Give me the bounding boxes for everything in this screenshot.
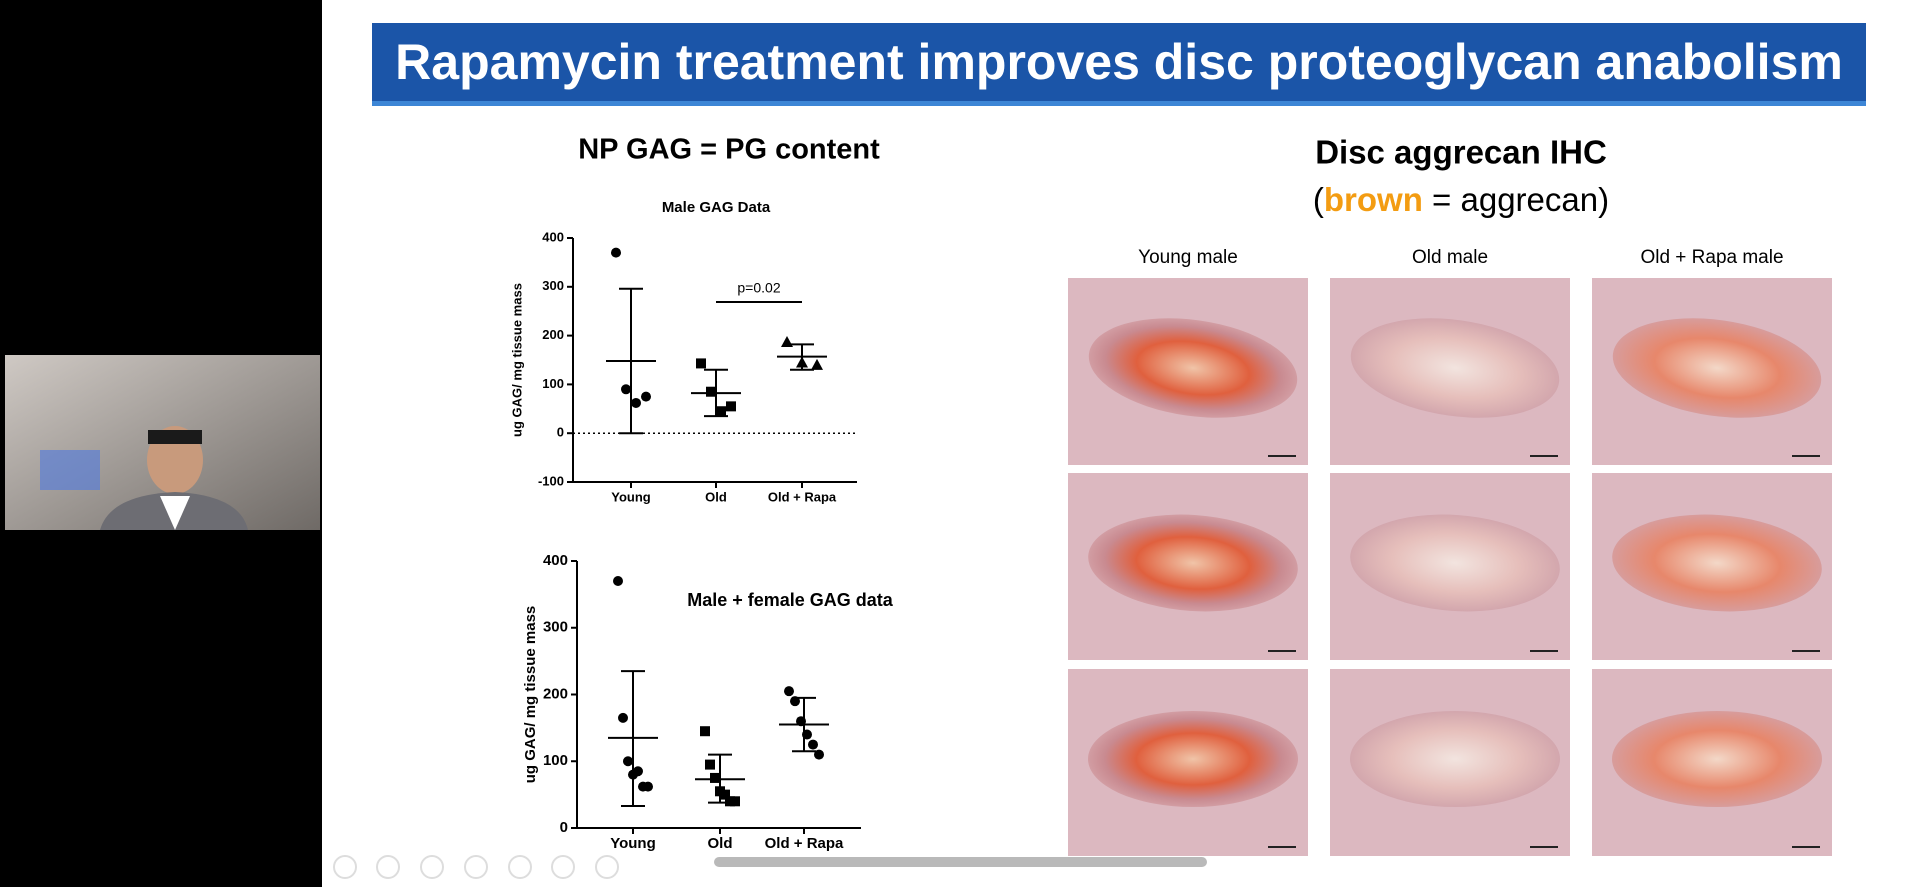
y-tick-label: 400 bbox=[542, 229, 564, 244]
data-point bbox=[726, 401, 736, 412]
data-point bbox=[631, 397, 641, 408]
toolbar-button[interactable] bbox=[420, 855, 444, 879]
x-tick-label: Old bbox=[705, 489, 727, 504]
data-point bbox=[814, 749, 824, 760]
data-point bbox=[802, 729, 812, 740]
y-tick-label: 400 bbox=[543, 552, 568, 569]
toolbar-button[interactable] bbox=[551, 855, 575, 879]
data-point bbox=[716, 406, 726, 417]
scrollbar[interactable] bbox=[714, 857, 1207, 867]
data-point bbox=[710, 772, 720, 783]
title-bar-edge bbox=[372, 101, 1866, 106]
legend-open: ( bbox=[1313, 181, 1324, 218]
y-tick-label: 200 bbox=[543, 685, 568, 702]
data-point bbox=[811, 358, 823, 370]
data-point bbox=[796, 716, 806, 727]
x-tick-label: Old + Rapa bbox=[765, 835, 844, 852]
data-point bbox=[633, 766, 643, 777]
data-point bbox=[706, 386, 716, 397]
legend-rest: = aggrecan) bbox=[1423, 181, 1609, 218]
data-point bbox=[700, 726, 710, 737]
y-tick-label: 0 bbox=[560, 819, 568, 836]
ihc-disc bbox=[1088, 318, 1298, 418]
slide-title: Rapamycin treatment improves disc proteo… bbox=[395, 34, 1843, 90]
data-point bbox=[781, 335, 793, 347]
legend-text: (brown = aggrecan) bbox=[1313, 181, 1609, 218]
ihc-disc bbox=[1088, 514, 1298, 612]
data-point bbox=[796, 356, 808, 368]
annotation: p=0.02 bbox=[737, 280, 780, 296]
y-tick-label: 300 bbox=[543, 619, 568, 636]
data-point bbox=[720, 789, 730, 800]
data-point bbox=[641, 391, 651, 402]
ihc-grid bbox=[1068, 278, 1832, 856]
y-tick-label: 300 bbox=[542, 278, 564, 293]
toolbar bbox=[333, 855, 619, 879]
toolbar-button[interactable] bbox=[595, 855, 619, 879]
y-axis-label: ug GAG/ mg tissue mass bbox=[509, 283, 524, 437]
y-tick-label: -100 bbox=[538, 473, 564, 488]
x-tick-label: Young bbox=[610, 835, 656, 852]
x-tick-label: Old bbox=[708, 835, 733, 852]
column-label: Old male bbox=[1412, 247, 1488, 268]
data-point bbox=[696, 358, 706, 369]
chart-title: Male + female GAG data bbox=[687, 590, 894, 610]
x-tick-label: Old + Rapa bbox=[768, 489, 837, 504]
data-point bbox=[784, 686, 794, 697]
ihc-disc bbox=[1612, 318, 1822, 418]
toolbar-button[interactable] bbox=[508, 855, 532, 879]
ihc-disc bbox=[1350, 514, 1560, 612]
toolbar-button[interactable] bbox=[333, 855, 357, 879]
ihc-disc bbox=[1088, 711, 1298, 807]
y-tick-label: 0 bbox=[557, 425, 564, 440]
x-tick-label: Young bbox=[611, 489, 651, 504]
data-point bbox=[643, 781, 653, 792]
ihc-disc bbox=[1350, 711, 1560, 807]
data-point bbox=[705, 759, 715, 770]
data-point bbox=[790, 696, 800, 707]
chart-title: Male GAG Data bbox=[662, 199, 771, 216]
data-point bbox=[618, 712, 628, 723]
data-point bbox=[808, 739, 818, 750]
data-point bbox=[730, 796, 740, 807]
y-tick-label: 100 bbox=[542, 376, 564, 391]
ihc-disc bbox=[1612, 514, 1822, 612]
column-label: Young male bbox=[1138, 247, 1238, 268]
ihc-disc bbox=[1350, 318, 1560, 418]
toolbar-button[interactable] bbox=[464, 855, 488, 879]
column-label: Old + Rapa male bbox=[1640, 247, 1783, 268]
title-bar bbox=[372, 23, 1866, 106]
video-thumbnail bbox=[5, 355, 320, 530]
data-point bbox=[621, 384, 631, 395]
y-axis-label: ug GAG/ mg tissue mass bbox=[522, 606, 539, 784]
toolbar-button[interactable] bbox=[376, 855, 400, 879]
right-heading: Disc aggrecan IHC bbox=[1315, 134, 1607, 171]
data-point bbox=[611, 247, 621, 258]
y-tick-label: 100 bbox=[543, 752, 568, 769]
left-heading: NP GAG = PG content bbox=[578, 134, 880, 166]
data-point bbox=[623, 756, 633, 767]
data-point bbox=[613, 576, 623, 587]
y-tick-label: 200 bbox=[542, 327, 564, 342]
ihc-disc bbox=[1612, 711, 1822, 807]
legend-word: brown bbox=[1324, 181, 1423, 218]
